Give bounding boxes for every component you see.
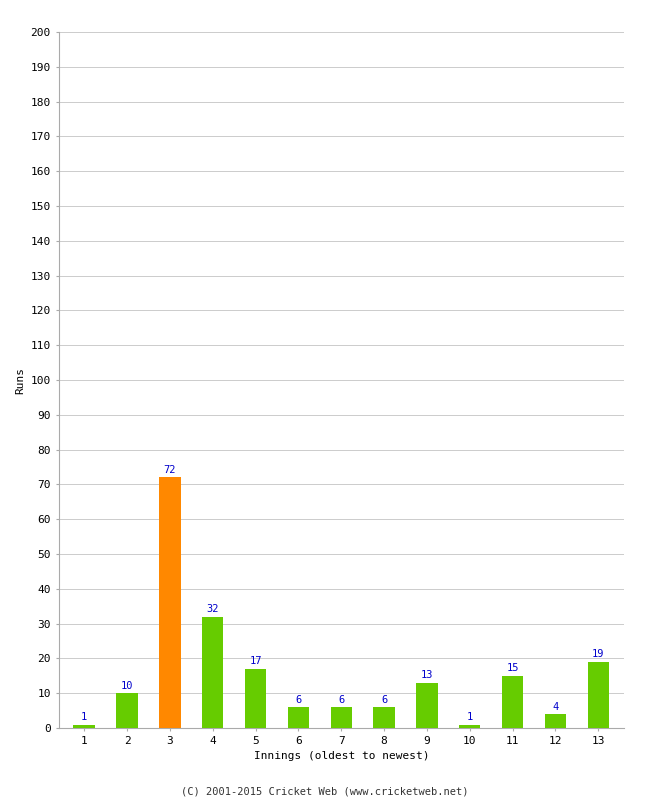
Text: 72: 72: [164, 465, 176, 475]
Text: 6: 6: [295, 694, 302, 705]
Bar: [331, 707, 352, 728]
Text: 32: 32: [207, 604, 219, 614]
Text: (C) 2001-2015 Cricket Web (www.cricketweb.net): (C) 2001-2015 Cricket Web (www.cricketwe…: [181, 786, 469, 796]
Bar: [588, 662, 609, 728]
Text: 10: 10: [121, 681, 133, 690]
Bar: [545, 714, 566, 728]
Bar: [245, 669, 266, 728]
Text: 19: 19: [592, 650, 604, 659]
Bar: [416, 682, 437, 728]
Bar: [288, 707, 309, 728]
Y-axis label: Runs: Runs: [15, 366, 25, 394]
Bar: [373, 707, 395, 728]
Bar: [159, 478, 181, 728]
Text: 1: 1: [467, 712, 473, 722]
Text: 15: 15: [506, 663, 519, 674]
Bar: [202, 617, 224, 728]
Text: 1: 1: [81, 712, 87, 722]
Bar: [116, 693, 138, 728]
X-axis label: Innings (oldest to newest): Innings (oldest to newest): [254, 751, 429, 761]
Text: 6: 6: [338, 694, 344, 705]
Text: 6: 6: [381, 694, 387, 705]
Text: 17: 17: [250, 657, 262, 666]
Bar: [73, 725, 95, 728]
Bar: [459, 725, 480, 728]
Text: 13: 13: [421, 670, 433, 680]
Bar: [502, 676, 523, 728]
Text: 4: 4: [552, 702, 558, 712]
